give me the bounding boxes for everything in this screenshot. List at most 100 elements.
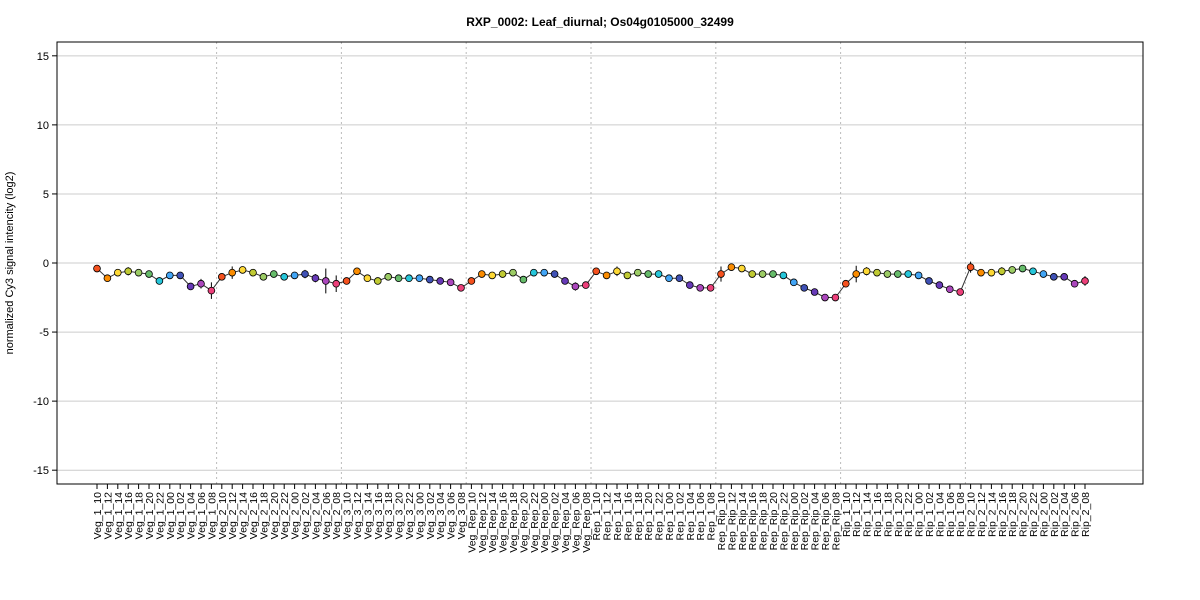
y-tick-label: -5 — [39, 327, 49, 339]
x-tick-label: Rip_1_08 — [955, 492, 967, 537]
x-tick-label: Rep_1_04 — [685, 492, 697, 541]
data-point — [987, 268, 996, 277]
data-point — [103, 274, 112, 282]
data-point — [581, 281, 590, 289]
x-tick-label: Rip_2_00 — [1038, 492, 1050, 537]
data-point — [966, 263, 975, 271]
data-point — [758, 270, 767, 278]
data-point — [321, 277, 330, 285]
x-tick-label: Rip_2_18 — [1007, 492, 1019, 537]
x-tick-label: Veg_2_16 — [248, 492, 260, 539]
data-point — [540, 268, 548, 277]
data-point — [883, 270, 892, 278]
x-tick-label: Veg_1_06 — [196, 492, 208, 539]
x-tick-label: Veg_3_14 — [362, 492, 374, 539]
x-tick-label: Rip_1_20 — [893, 492, 905, 537]
data-point — [1050, 273, 1058, 281]
x-tick-label: Veg_1_00 — [165, 492, 177, 539]
x-tick-label: Rep_Rip_16 — [747, 492, 759, 551]
data-point — [259, 273, 268, 281]
data-point — [873, 268, 881, 277]
x-tick-label: Veg_3_08 — [456, 492, 468, 539]
x-tick-label: Veg_1_22 — [154, 492, 166, 539]
data-point — [696, 284, 704, 292]
x-tick-label: Rep_Rip_18 — [758, 492, 770, 551]
data-point — [332, 279, 341, 288]
data-point — [446, 278, 455, 287]
data-point — [727, 263, 736, 271]
data-point — [779, 271, 788, 280]
x-tick-label: Rip_1_00 — [914, 492, 926, 537]
x-tick-label: Rip_1_02 — [924, 492, 936, 537]
x-tick-label: Veg_2_00 — [290, 492, 302, 539]
x-tick-label: Rip_1_18 — [882, 492, 894, 537]
data-point — [509, 268, 517, 277]
x-tick-label: Rep_Rip_14 — [737, 492, 749, 551]
data-point — [477, 270, 486, 278]
x-tick-label: Rip_1_14 — [862, 492, 874, 537]
data-point — [166, 271, 174, 280]
data-point — [228, 268, 237, 277]
y-tick-label: -15 — [33, 465, 49, 477]
data-point — [384, 273, 393, 281]
x-tick-label: Veg_1_14 — [113, 492, 125, 539]
x-tick-label: Rep_Rip_04 — [810, 492, 822, 551]
x-tick-label: Veg_1_16 — [123, 492, 135, 539]
data-point — [1018, 264, 1027, 273]
x-tick-label: Veg_3_10 — [342, 492, 354, 539]
data-point — [1039, 270, 1048, 278]
data-point — [737, 264, 746, 273]
x-tick-label: Rep_Rip_02 — [799, 492, 811, 551]
x-tick-label: Rip_1_12 — [851, 492, 863, 537]
x-tick-label: Rip_1_06 — [945, 492, 957, 537]
x-tick-label: Veg_Rep_00 — [539, 492, 551, 553]
data-point — [197, 279, 205, 288]
x-tick-label: Rep_Rip_06 — [820, 492, 832, 551]
x-tick-label: Veg_2_08 — [331, 492, 343, 539]
x-tick-label: Rip_2_02 — [1049, 492, 1061, 537]
data-point — [436, 277, 445, 285]
y-axis-label: normalized Cy3 signal intencity (log2) — [4, 172, 16, 355]
x-tick-label: Veg_1_08 — [206, 492, 218, 539]
y-tick-label: 5 — [43, 189, 49, 201]
chart-title: RXP_0002: Leaf_diurnal; Os04g0105000_324… — [466, 15, 734, 29]
x-tick-label: Rip_1_10 — [841, 492, 853, 537]
data-point — [207, 286, 216, 295]
data-point — [301, 270, 309, 278]
data-point — [810, 288, 819, 296]
x-tick-label: Veg_3_04 — [435, 492, 447, 539]
data-point — [997, 267, 1006, 276]
data-point — [665, 274, 673, 282]
x-tick-label: Veg_Rep_06 — [570, 492, 582, 553]
data-point — [124, 267, 132, 276]
data-points — [93, 263, 1089, 302]
data-point — [977, 268, 985, 277]
x-tick-label: Rep_1_08 — [706, 492, 718, 541]
x-tick-label: Veg_Rep_04 — [560, 492, 572, 553]
y-tick-label: -10 — [33, 396, 49, 408]
x-tick-label: Rip_2_12 — [976, 492, 988, 537]
x-tick-label: Rip_2_08 — [1080, 492, 1092, 537]
data-point — [529, 268, 538, 277]
x-tick-label: Rip_1_16 — [872, 492, 884, 537]
data-point — [904, 270, 912, 278]
x-tick-label: Veg_2_10 — [217, 492, 229, 539]
data-point — [1081, 277, 1089, 285]
x-tick-label: Veg_1_18 — [134, 492, 146, 539]
data-point — [394, 274, 403, 282]
data-point — [862, 267, 871, 276]
data-point — [498, 270, 507, 278]
data-point — [748, 270, 756, 278]
x-tick-label: Rep_1_14 — [612, 492, 624, 541]
y-tick-label: 10 — [37, 120, 49, 132]
data-point — [93, 264, 101, 273]
x-tick-label: Veg_2_02 — [300, 492, 312, 539]
data-point — [373, 277, 382, 285]
data-point — [925, 277, 933, 285]
x-tick-label: Rip_2_06 — [1070, 492, 1082, 537]
data-point — [457, 284, 465, 292]
data-point — [685, 281, 694, 289]
grid-lines — [57, 55, 1143, 471]
y-tick-label: 0 — [43, 258, 49, 270]
